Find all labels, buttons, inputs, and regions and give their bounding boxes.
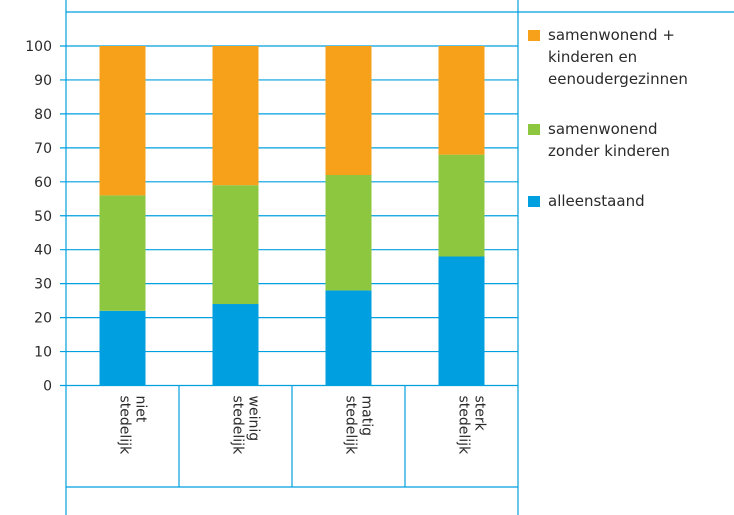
bar-segment xyxy=(325,175,372,291)
y-tick-label: 50 xyxy=(34,209,52,225)
bar-segment xyxy=(438,256,485,386)
legend-swatch xyxy=(528,196,540,207)
y-tick-label: 40 xyxy=(34,243,52,259)
legend-label: zonder kinderen xyxy=(548,142,670,160)
legend-swatch xyxy=(528,124,540,135)
y-tick-label: 90 xyxy=(34,73,52,89)
bar-segment xyxy=(325,290,372,386)
y-tick-label: 80 xyxy=(34,107,52,123)
bar-segment xyxy=(99,195,146,311)
category-label-line: stedelijk xyxy=(343,396,359,456)
chart-frame xyxy=(65,0,734,515)
category-label-line: niet xyxy=(133,396,149,423)
bar-segment xyxy=(325,46,372,176)
category-label-line: stedelijk xyxy=(117,396,133,456)
legend-label: kinderen en xyxy=(548,48,637,66)
bar-segment xyxy=(212,304,259,386)
bar-segment xyxy=(212,46,259,186)
bar-segment xyxy=(99,310,146,386)
y-tick-label: 0 xyxy=(43,379,52,395)
bar-segment xyxy=(212,185,259,305)
bar-segment xyxy=(438,46,485,155)
category-label-line: matig xyxy=(359,396,375,436)
legend: samenwonend + kinderen en eenoudergezinnen… xyxy=(528,26,688,210)
category-label-line: stedelijk xyxy=(230,396,246,456)
legend-label: alleenstaand xyxy=(548,192,645,210)
y-tick-label: 10 xyxy=(34,345,52,361)
y-tick-label: 70 xyxy=(34,141,52,157)
bar-segment xyxy=(438,154,485,257)
legend-swatch xyxy=(528,30,540,41)
category-label-line: stedelijk xyxy=(456,396,472,456)
bars xyxy=(99,46,485,386)
y-tick-label: 30 xyxy=(34,277,52,293)
y-tick-label: 60 xyxy=(34,175,52,191)
category-label-line: weinig xyxy=(246,396,262,442)
legend-label: eenoudergezinnen xyxy=(548,70,688,88)
y-tick-label: 20 xyxy=(34,311,52,327)
legend-label: samenwonend + xyxy=(548,26,675,44)
y-tick-label: 100 xyxy=(25,39,52,55)
bar-segment xyxy=(99,46,146,196)
category-label-line: sterk xyxy=(472,396,488,432)
y-axis: 0 10 20 30 40 50 60 70 80 90 100 xyxy=(25,39,52,395)
legend-label: samenwonend xyxy=(548,120,658,138)
